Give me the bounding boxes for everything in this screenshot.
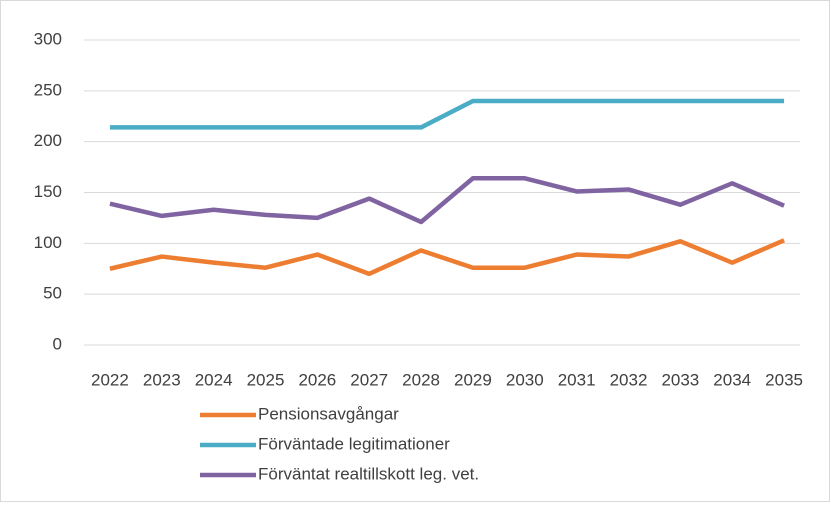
legend-label: Förväntade legitimationer bbox=[258, 434, 450, 453]
x-tick-label: 2031 bbox=[558, 370, 596, 389]
x-tick-label: 2022 bbox=[91, 370, 129, 389]
x-tick-label: 2033 bbox=[661, 370, 699, 389]
y-tick-label: 200 bbox=[34, 131, 62, 150]
legend-label: Förväntat realtillskott leg. vet. bbox=[258, 464, 479, 483]
series-line bbox=[109, 98, 785, 130]
series-line bbox=[109, 238, 785, 277]
x-tick-label: 2028 bbox=[402, 370, 440, 389]
x-tick-label: 2025 bbox=[247, 370, 285, 389]
legend-label: Pensionsavgångar bbox=[258, 404, 399, 423]
x-tick-label: 2030 bbox=[506, 370, 544, 389]
x-tick-label: 2034 bbox=[713, 370, 751, 389]
x-tick-label: 2035 bbox=[765, 370, 803, 389]
x-tick-label: 2032 bbox=[610, 370, 648, 389]
x-tick-label: 2027 bbox=[350, 370, 388, 389]
x-tick-label: 2024 bbox=[195, 370, 233, 389]
x-tick-label: 2026 bbox=[298, 370, 336, 389]
y-tick-label: 150 bbox=[34, 182, 62, 201]
y-tick-label: 100 bbox=[34, 233, 62, 252]
y-tick-label: 300 bbox=[34, 29, 62, 48]
x-tick-label: 2029 bbox=[454, 370, 492, 389]
series-line bbox=[109, 176, 785, 225]
x-tick-label: 2023 bbox=[143, 370, 181, 389]
y-tick-label: 50 bbox=[43, 284, 62, 303]
y-tick-label: 250 bbox=[34, 80, 62, 99]
y-tick-label: 0 bbox=[53, 334, 62, 353]
